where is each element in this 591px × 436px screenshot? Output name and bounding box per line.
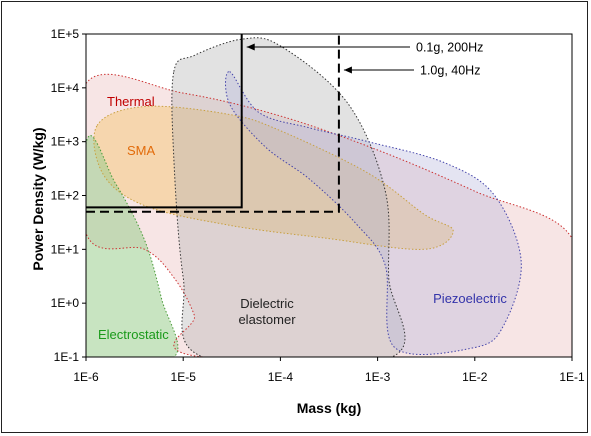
x-tick-label: 1E-2	[462, 370, 488, 384]
regions-layer	[86, 37, 572, 357]
region-label-piezoelectric: Piezoelectric	[433, 291, 507, 306]
limit-lines-layer: 0.1g, 200Hz 1.0g, 40Hz	[86, 34, 483, 213]
y-axis-title: Power Density (W/kg)	[30, 127, 46, 270]
region-sma	[93, 106, 454, 250]
annotation-0-1g-200hz: 0.1g, 200Hz	[416, 41, 483, 55]
y-tick-label: 1E-1	[54, 350, 80, 364]
region-label-dielectric-elastomer: Dielectric elastomer	[238, 296, 296, 327]
limit-line-0-1g-200hz	[86, 34, 243, 209]
region-piezoelectric	[225, 71, 522, 355]
annotation-1-0g-40hz: 1.0g, 40Hz	[420, 64, 480, 78]
y-tick-label: 1E+2	[51, 189, 80, 203]
region-electrostatic	[86, 135, 178, 357]
x-tick-label: 1E-5	[171, 370, 197, 384]
annotation-arrowhead-1-0g-40hz	[343, 66, 352, 74]
region-label-electrostatic: Electrostatic	[98, 327, 169, 342]
labels-layer: Thermal SMA Electrostatic Dielectric elastom…	[98, 94, 507, 342]
region-outline-thermal	[86, 73, 572, 357]
y-tick-label: 1E+5	[51, 27, 80, 41]
region-label-thermal: Thermal	[107, 94, 155, 109]
x-tick-label: 1E-3	[365, 370, 391, 384]
y-tick-label: 1E+1	[51, 242, 80, 256]
y-tick-label: 1E+4	[51, 81, 80, 95]
limit-line-1-0g-40hz	[86, 34, 340, 213]
axes-layer: 1E-6 1E-5 1E-4 1E-3 1E-2 1E-1 1E-1 1E+0 1E+1 1E+2…	[51, 27, 585, 384]
annotation-arrowhead-0-1g-200hz	[246, 43, 255, 51]
region-dielectric-elastomer	[171, 37, 405, 357]
x-tick-label: 1E-4	[268, 370, 294, 384]
region-label-sma: SMA	[127, 143, 156, 158]
region-thermal	[86, 74, 572, 357]
x-tick-label: 1E-6	[73, 370, 99, 384]
region-outline-piezoelectric	[225, 71, 522, 356]
x-tick-label: 1E-1	[559, 370, 585, 384]
region-outline-dielectric-elastomer	[171, 37, 406, 357]
y-tick-label: 1E+3	[51, 135, 80, 149]
x-axis-title: Mass (kg)	[297, 400, 362, 416]
y-tick-label: 1E+0	[51, 296, 80, 310]
